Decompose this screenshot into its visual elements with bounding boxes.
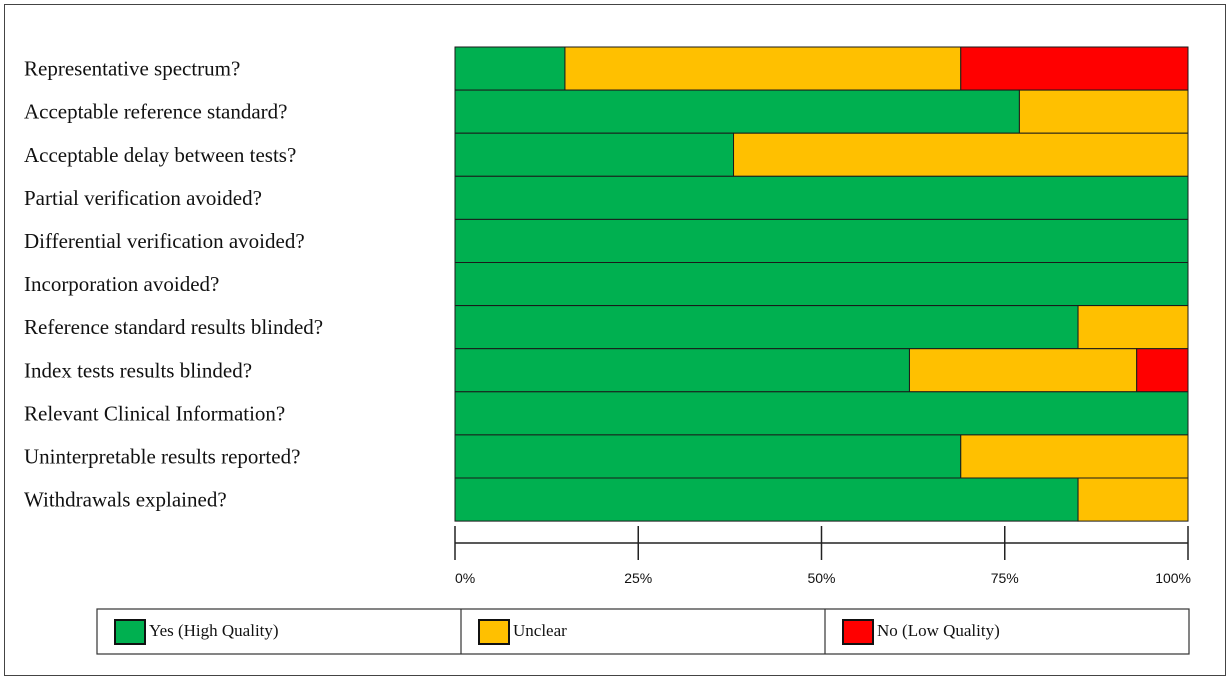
category-label: Incorporation avoided?	[24, 272, 219, 296]
legend-swatch-unclear	[478, 619, 510, 645]
bar-segment-unclear-3	[733, 132, 1189, 177]
x-tick-label: 100%	[1155, 570, 1191, 586]
bar-segment-yes-high-quality-9	[454, 391, 1189, 436]
category-label: Partial verification avoided?	[24, 186, 262, 210]
bar-segment-yes-high-quality-2	[454, 89, 1020, 134]
bar-segment-no-low-quality-1	[960, 46, 1189, 91]
bar-segment-yes-high-quality-3	[454, 132, 735, 177]
bar-segment-yes-high-quality-11	[454, 477, 1079, 522]
bar-segment-unclear-2	[1018, 89, 1189, 134]
legend-label: Yes (High Quality)	[149, 621, 279, 640]
x-tick-label: 75%	[991, 570, 1019, 586]
bar-segment-yes-high-quality-7	[454, 305, 1079, 350]
x-tick-label: 25%	[624, 570, 652, 586]
category-label: Uninterpretable results reported?	[24, 444, 300, 468]
bar-segment-yes-high-quality-10	[454, 434, 962, 479]
legend-box	[96, 608, 1190, 655]
bar-segment-unclear-8	[908, 348, 1138, 393]
category-label: Index tests results blinded?	[24, 358, 252, 382]
category-label: Differential verification avoided?	[24, 229, 305, 253]
legend-swatch-yes-high-quality	[114, 619, 146, 645]
bar-segment-yes-high-quality-5	[454, 218, 1189, 263]
bar-segment-unclear-1	[564, 46, 962, 91]
category-label: Withdrawals explained?	[24, 488, 227, 512]
bar-segment-yes-high-quality-1	[454, 46, 566, 91]
bar-segment-unclear-11	[1077, 477, 1189, 522]
bar-segment-no-low-quality-8	[1136, 348, 1189, 393]
category-label: Representative spectrum?	[24, 57, 240, 81]
bar-segment-unclear-10	[960, 434, 1189, 479]
x-tick-label: 50%	[807, 570, 835, 586]
bar-segment-yes-high-quality-4	[454, 175, 1189, 220]
legend-label: Unclear	[513, 621, 567, 640]
category-label: Relevant Clinical Information?	[24, 401, 285, 425]
bar-segment-yes-high-quality-8	[454, 348, 910, 393]
category-label: Acceptable reference standard?	[24, 100, 287, 124]
category-label: Reference standard results blinded?	[24, 315, 323, 339]
category-label: Acceptable delay between tests?	[24, 143, 296, 167]
legend-label: No (Low Quality)	[877, 621, 1000, 640]
legend-swatch-no-low-quality	[842, 619, 874, 645]
bar-segment-unclear-7	[1077, 305, 1189, 350]
x-tick-label: 0%	[455, 570, 475, 586]
bar-segment-yes-high-quality-6	[454, 262, 1189, 307]
